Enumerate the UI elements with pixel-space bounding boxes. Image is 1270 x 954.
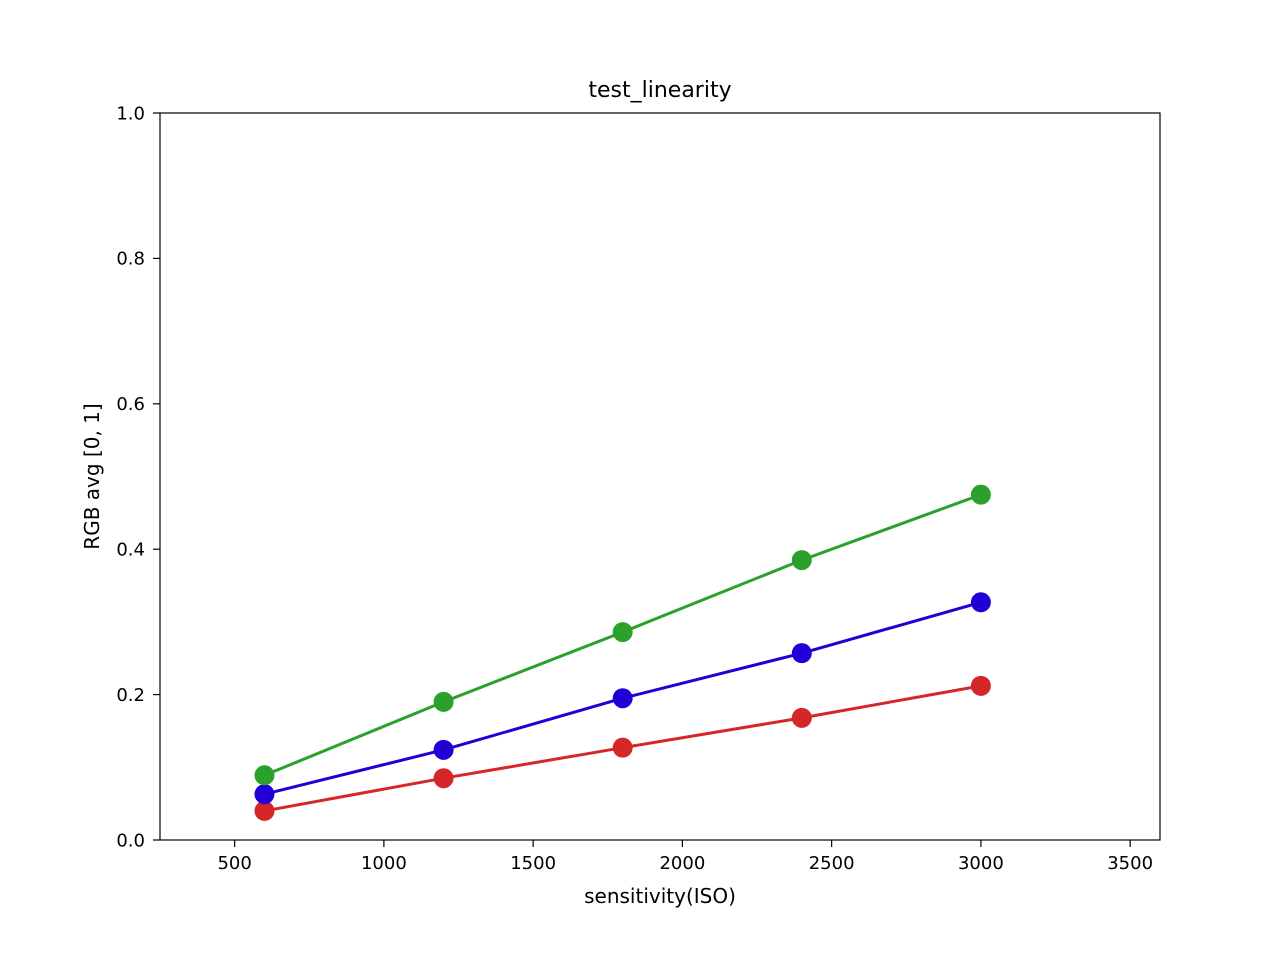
series-marker-green	[254, 765, 274, 785]
series-marker-red	[434, 768, 454, 788]
chart-container: 500 1000 1500 2000 2500 3000 3500 0.0 0.2 0.4 0.6 0…	[0, 0, 1270, 954]
y-tick-label: 1.0	[116, 103, 145, 124]
series-marker-blue	[971, 592, 991, 612]
x-tick-label: 1500	[510, 853, 556, 874]
series-marker-green	[792, 550, 812, 570]
series-marker-green	[613, 622, 633, 642]
y-tick-label: 0.2	[116, 685, 145, 706]
y-tick-label: 0.8	[116, 249, 145, 270]
x-tick-label: 500	[217, 853, 251, 874]
line-chart: 500 1000 1500 2000 2500 3000 3500 0.0 0.2 0.4 0.6 0…	[0, 0, 1270, 954]
x-tick-label: 2000	[659, 853, 705, 874]
series-marker-red	[613, 738, 633, 758]
chart-title: test_linearity	[588, 78, 731, 103]
y-tick-label: 0.0	[116, 830, 145, 851]
y-tick-label: 0.4	[116, 540, 145, 561]
series-marker-red	[792, 708, 812, 728]
x-tick-label: 1000	[361, 853, 407, 874]
series-marker-red	[971, 676, 991, 696]
series-marker-blue	[434, 740, 454, 760]
x-axis-label: sensitivity(ISO)	[584, 884, 736, 908]
x-tick-label: 3500	[1107, 853, 1153, 874]
series-marker-green	[434, 692, 454, 712]
x-tick-label: 2500	[809, 853, 855, 874]
series-marker-blue	[254, 784, 274, 804]
y-tick-label: 0.6	[116, 394, 145, 415]
x-tick-label: 3000	[958, 853, 1004, 874]
series-marker-green	[971, 485, 991, 505]
series-marker-blue	[792, 643, 812, 663]
series-marker-blue	[613, 688, 633, 708]
y-axis-label: RGB avg [0, 1]	[80, 403, 104, 549]
